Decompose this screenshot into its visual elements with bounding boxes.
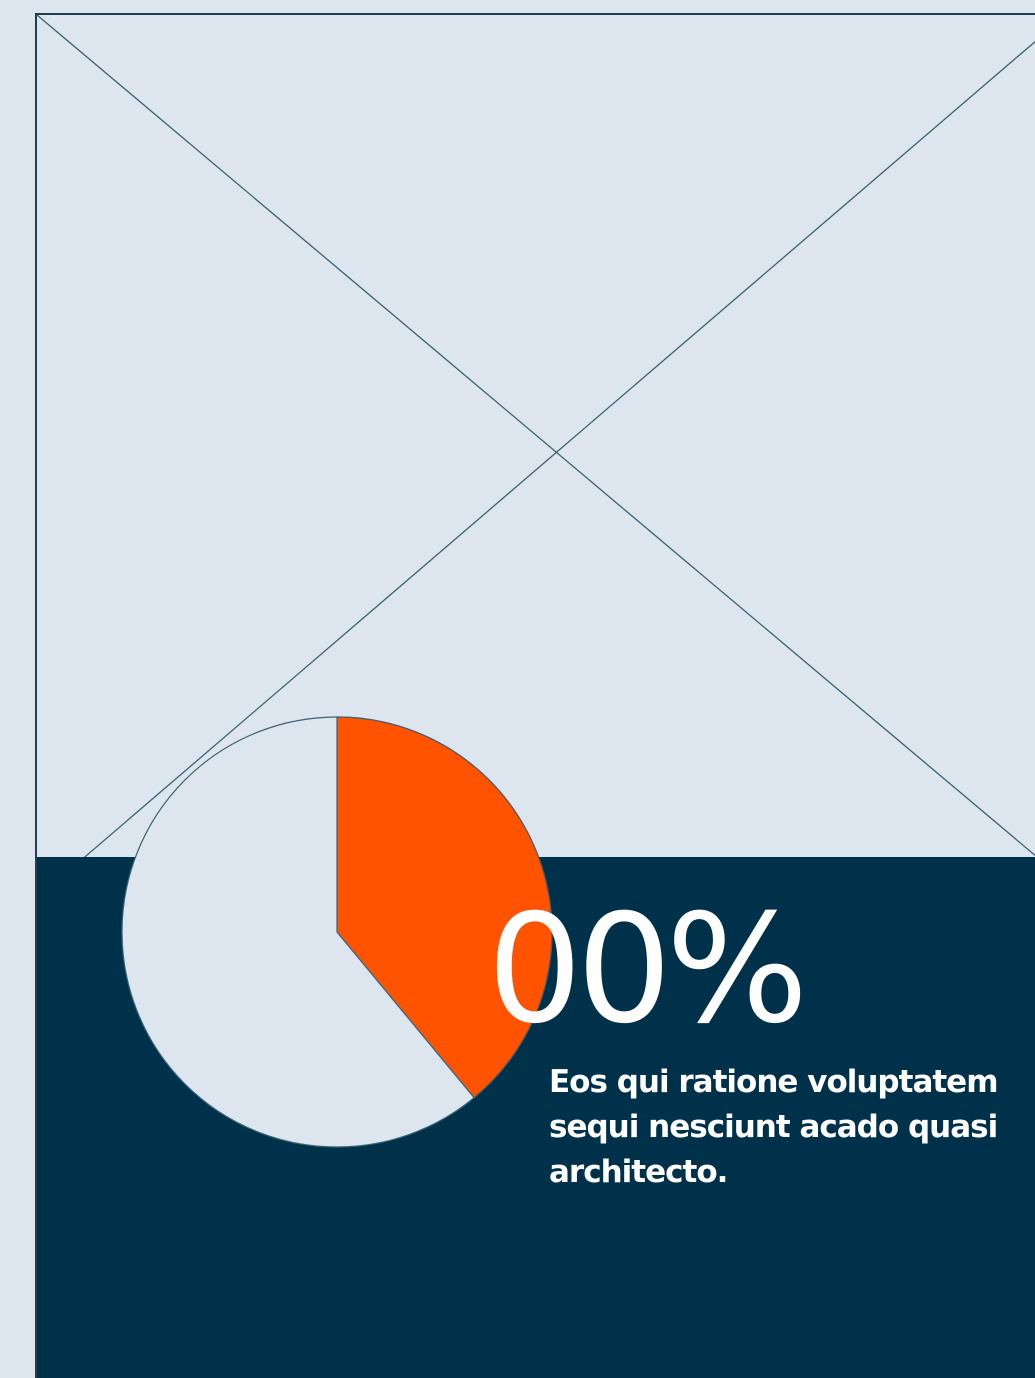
stat-description: Eos qui ratione voluptatem sequi nesciun…: [549, 1064, 999, 1190]
placeholder-diagonal-line: [37, 40, 1035, 899]
pie-chart: [121, 716, 553, 1148]
pie-highlight-slice: [336, 716, 553, 1099]
image-placeholder-icon: [37, 15, 1035, 899]
infographic-card: 00% Eos qui ratione voluptatem sequi nes…: [35, 13, 1035, 1378]
stat-value: 00%: [487, 883, 808, 1057]
placeholder-diagonal-line: [37, 15, 1035, 857]
